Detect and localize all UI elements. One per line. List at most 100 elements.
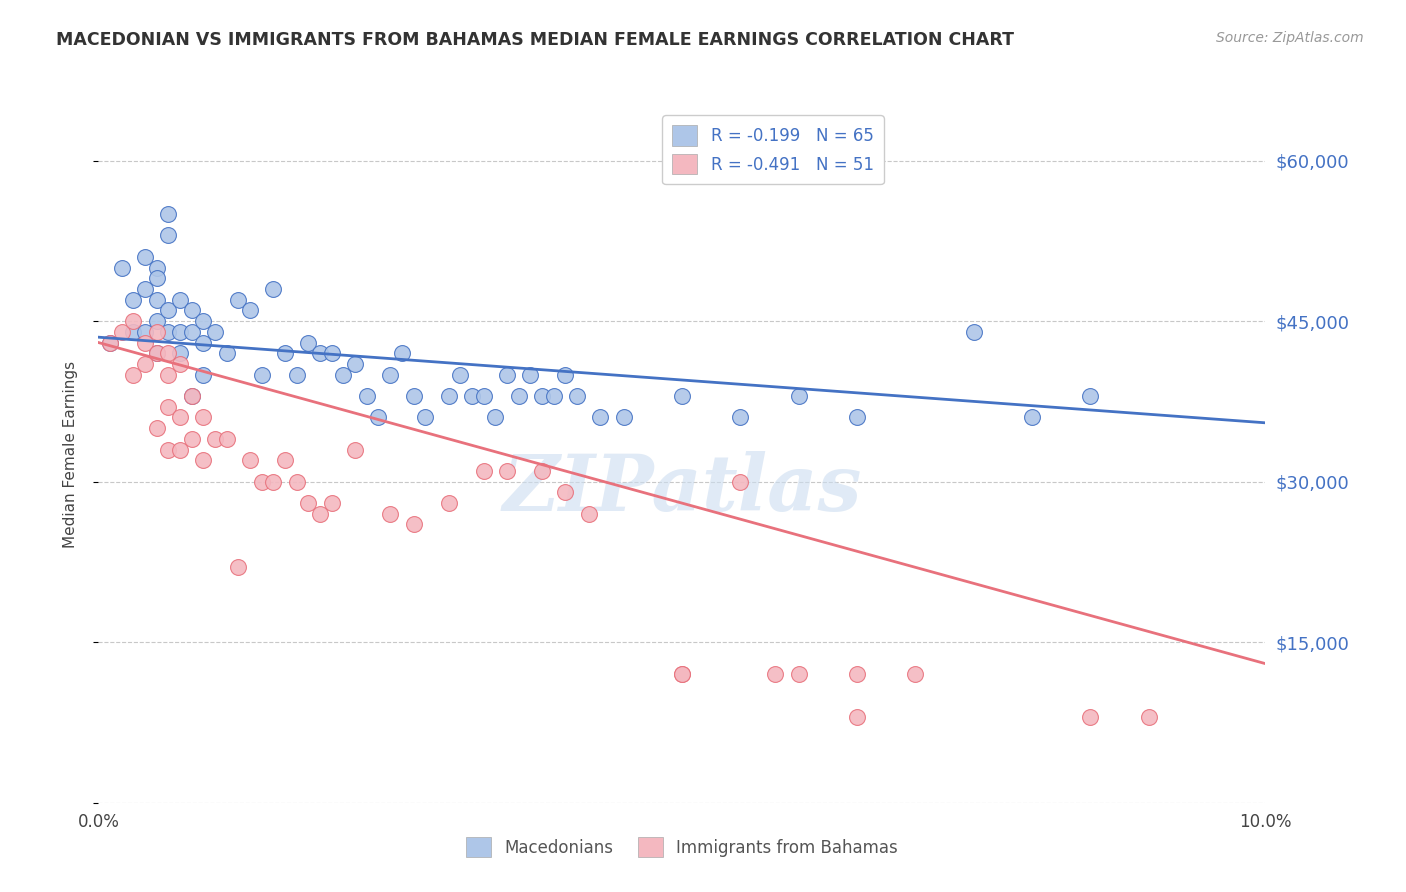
Point — [321, 496, 343, 510]
Point — [904, 667, 927, 681]
Point — [146, 346, 169, 360]
Point — [122, 314, 145, 328]
Point — [215, 346, 238, 360]
Point — [157, 228, 180, 243]
Point — [309, 507, 332, 521]
Point — [845, 667, 868, 681]
Point — [111, 260, 134, 275]
Point — [157, 346, 180, 360]
Point — [157, 442, 180, 457]
Point — [228, 293, 250, 307]
Point — [169, 325, 191, 339]
Point — [169, 442, 191, 457]
Point — [122, 325, 145, 339]
Point — [391, 346, 413, 360]
Point — [578, 507, 600, 521]
Point — [146, 325, 169, 339]
Point — [461, 389, 484, 403]
Point — [111, 325, 134, 339]
Point — [193, 335, 215, 350]
Point — [285, 475, 308, 489]
Legend: Macedonians, Immigrants from Bahamas: Macedonians, Immigrants from Bahamas — [458, 830, 905, 864]
Point — [146, 260, 169, 275]
Point — [297, 496, 319, 510]
Point — [180, 389, 202, 403]
Point — [367, 410, 389, 425]
Point — [332, 368, 354, 382]
Point — [134, 335, 156, 350]
Point — [146, 293, 169, 307]
Point — [157, 368, 180, 382]
Point — [845, 710, 868, 724]
Point — [1080, 710, 1102, 724]
Point — [508, 389, 530, 403]
Point — [193, 410, 215, 425]
Point — [285, 368, 308, 382]
Point — [146, 346, 169, 360]
Point — [472, 464, 495, 478]
Point — [239, 453, 262, 467]
Point — [262, 475, 284, 489]
Point — [344, 442, 367, 457]
Text: ZIPatlas: ZIPatlas — [502, 451, 862, 528]
Point — [565, 389, 588, 403]
Point — [228, 560, 250, 574]
Point — [180, 389, 202, 403]
Point — [134, 282, 156, 296]
Point — [122, 368, 145, 382]
Point — [402, 389, 425, 403]
Point — [763, 667, 786, 681]
Point — [378, 507, 402, 521]
Point — [671, 667, 693, 681]
Point — [378, 368, 402, 382]
Point — [180, 432, 202, 446]
Point — [193, 314, 215, 328]
Point — [274, 453, 297, 467]
Point — [495, 464, 517, 478]
Point — [321, 346, 343, 360]
Point — [134, 357, 156, 371]
Point — [402, 517, 425, 532]
Point — [157, 325, 180, 339]
Point — [787, 389, 810, 403]
Point — [180, 303, 202, 318]
Point — [554, 368, 576, 382]
Point — [157, 207, 180, 221]
Point — [1021, 410, 1043, 425]
Point — [356, 389, 378, 403]
Point — [146, 271, 169, 285]
Point — [215, 432, 238, 446]
Point — [262, 282, 284, 296]
Y-axis label: Median Female Earnings: Median Female Earnings — [63, 361, 77, 549]
Point — [250, 475, 273, 489]
Point — [180, 325, 202, 339]
Point — [122, 293, 145, 307]
Point — [589, 410, 612, 425]
Point — [472, 389, 495, 403]
Point — [962, 325, 984, 339]
Point — [1137, 710, 1160, 724]
Point — [484, 410, 506, 425]
Point — [193, 453, 215, 467]
Point — [449, 368, 471, 382]
Point — [157, 303, 180, 318]
Point — [204, 432, 226, 446]
Point — [134, 325, 156, 339]
Point — [671, 667, 693, 681]
Point — [98, 335, 121, 350]
Point — [554, 485, 576, 500]
Point — [530, 464, 553, 478]
Point — [309, 346, 332, 360]
Point — [204, 325, 226, 339]
Point — [845, 410, 868, 425]
Point — [519, 368, 541, 382]
Point — [728, 410, 751, 425]
Point — [543, 389, 565, 403]
Point — [787, 667, 810, 681]
Point — [146, 314, 169, 328]
Point — [146, 421, 169, 435]
Point — [437, 389, 460, 403]
Point — [274, 346, 297, 360]
Point — [169, 293, 191, 307]
Text: Source: ZipAtlas.com: Source: ZipAtlas.com — [1216, 31, 1364, 45]
